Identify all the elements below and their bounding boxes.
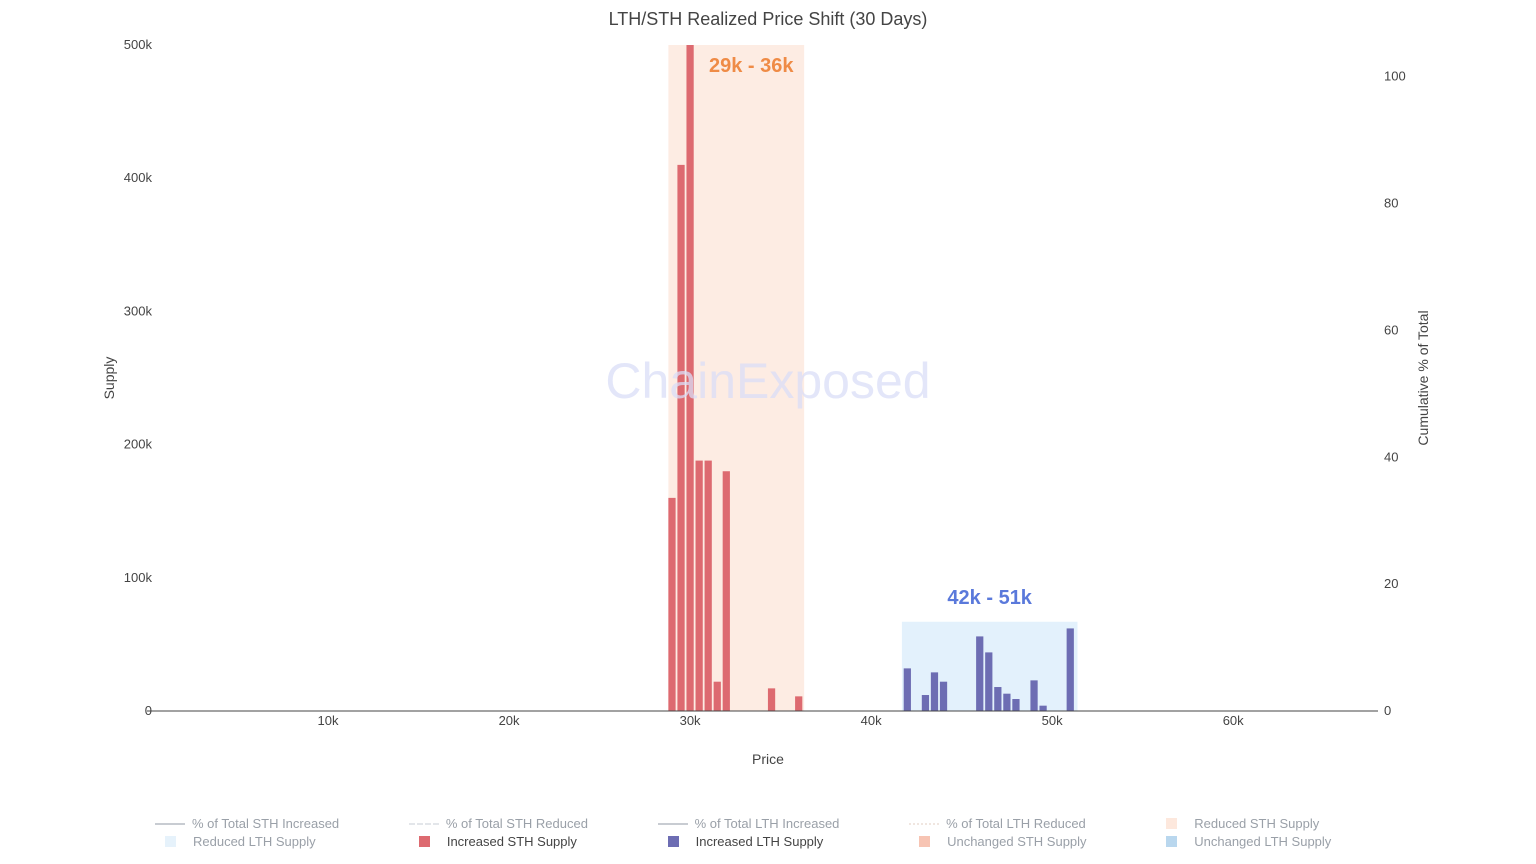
bar-sth-2 — [677, 164, 685, 711]
legend-item-2[interactable]: % of Total STH Reduced — [408, 816, 642, 831]
legend-label-4: % of Total LTH Reduced — [946, 816, 1086, 831]
legend: % of Total STH Increased % of Total STH R… — [155, 816, 1385, 849]
y-tick-label-2: 100k — [124, 570, 153, 585]
legend-item-4[interactable]: % of Total LTH Reduced — [909, 816, 1140, 831]
bar-lth-5 — [976, 636, 984, 711]
bar-lth-2 — [921, 695, 930, 711]
region-label-1: 29k - 36k — [709, 55, 794, 77]
bar-lth-6 — [985, 652, 993, 711]
legend-item-6[interactable]: Reduced LTH Supply — [155, 834, 393, 849]
y-tick-label-6: 500k — [124, 37, 153, 52]
legend-item-7[interactable]: Increased STH Supply — [409, 834, 642, 849]
legend-swatch-6 — [165, 836, 176, 847]
legend-swatch-10 — [1166, 836, 1178, 847]
legend-label-7: Increased STH Supply — [446, 834, 577, 849]
legend-swatch-4 — [909, 822, 940, 825]
legend-swatch-3 — [657, 822, 688, 825]
bar-sth-3 — [686, 45, 694, 711]
x-tick-label-3: 30k — [680, 713, 701, 728]
x-axis-title: Price — [752, 751, 784, 767]
bar-lth-9 — [1012, 699, 1020, 711]
legend-swatch-7 — [418, 836, 430, 847]
x-tick-label-4: 40k — [861, 713, 882, 728]
bar-sth-1 — [668, 497, 676, 711]
legend-label-2: % of Total STH Reduced — [445, 816, 588, 831]
region-label-2: 42k - 51k — [947, 587, 1032, 609]
x-tick-label-1: 10k — [318, 713, 339, 728]
chart-title: LTH/STH Realized Price Shift (30 Days) — [609, 9, 928, 29]
legend-item-9[interactable]: Unchanged STH Supply — [909, 834, 1140, 849]
legend-swatch-9 — [919, 836, 931, 847]
legend-label-5: Reduced STH Supply — [1194, 816, 1320, 831]
bars — [668, 45, 1074, 711]
bar-sth-5 — [704, 460, 712, 711]
y2-axis-title: Cumulative % of Total — [1415, 310, 1431, 445]
legend-label-3: % of Total LTH Increased — [694, 816, 840, 831]
legend-swatch-8 — [667, 836, 679, 847]
legend-label-9: Unchanged STH Supply — [947, 834, 1087, 849]
legend-swatch-1 — [155, 822, 185, 825]
bar-lth-12 — [1066, 628, 1074, 711]
y-tick-label-1: 0 — [145, 703, 152, 718]
y-axis-title: Supply — [101, 357, 117, 400]
bar-sth-4 — [695, 460, 703, 711]
y2-tick-label-5: 80 — [1384, 196, 1398, 211]
axes: 10k 20k 30k 40k 50k 60k 0 100k 200k 300k 400k 500k 0… — [124, 37, 1406, 728]
legend-label-8: Increased LTH Supply — [695, 834, 824, 849]
y2-tick-label-3: 40 — [1384, 449, 1398, 464]
bar-lth-7 — [994, 687, 1002, 711]
bar-lth-10 — [1030, 680, 1038, 711]
bar-sth-6 — [713, 681, 721, 711]
legend-label-10: Unchanged LTH Supply — [1194, 834, 1332, 849]
y-tick-label-4: 300k — [124, 303, 153, 318]
legend-label-6: Reduced LTH Supply — [193, 834, 316, 849]
bar-sth-7 — [722, 471, 730, 711]
y2-tick-label-1: 0 — [1384, 703, 1391, 718]
legend-item-10[interactable]: Unchanged LTH Supply — [1156, 834, 1385, 849]
bar-lth-4 — [939, 681, 948, 711]
y-tick-label-5: 400k — [124, 170, 153, 185]
legend-item-8[interactable]: Increased LTH Supply — [658, 834, 893, 849]
legend-item-3[interactable]: % of Total LTH Increased — [657, 816, 893, 831]
x-tick-label-6: 60k — [1223, 713, 1244, 728]
legend-swatch-5 — [1166, 818, 1178, 829]
bar-lth-8 — [1003, 693, 1011, 711]
bar-sth-8 — [767, 688, 776, 711]
x-tick-label-2: 20k — [499, 713, 520, 728]
legend-item-1[interactable]: % of Total STH Increased — [155, 816, 393, 831]
y2-tick-label-2: 20 — [1384, 576, 1398, 591]
legend-item-5[interactable]: Reduced STH Supply — [1156, 816, 1385, 831]
bar-lth-11 — [1039, 705, 1047, 711]
y2-tick-label-4: 60 — [1384, 322, 1398, 337]
legend-label-1: % of Total STH Increased — [192, 816, 340, 831]
y2-tick-label-6: 100 — [1384, 69, 1406, 84]
x-tick-label-5: 50k — [1042, 713, 1063, 728]
bar-sth-9 — [795, 696, 803, 711]
bar-lth-3 — [930, 672, 939, 711]
watermark: ChainExposed — [605, 353, 930, 409]
legend-swatch-2 — [408, 822, 439, 825]
bar-lth-1 — [903, 668, 911, 711]
y-tick-label-3: 200k — [124, 437, 153, 452]
